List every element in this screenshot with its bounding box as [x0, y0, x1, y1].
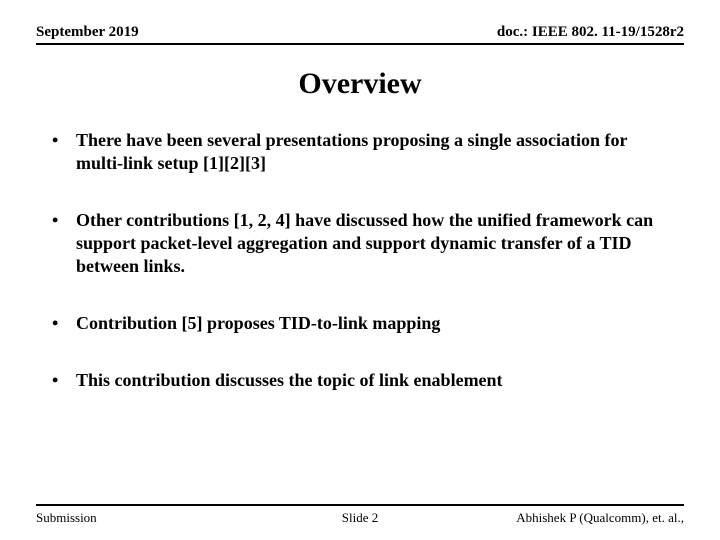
- header-doc-id: doc.: IEEE 802. 11-19/1528r2: [497, 24, 684, 41]
- header-date: September 2019: [36, 24, 139, 41]
- bullet-item: This contribution discusses the topic of…: [52, 369, 676, 392]
- footer-slide-number: Slide 2: [342, 510, 378, 526]
- footer-rule: [36, 504, 684, 506]
- footer: Submission Slide 2 Abhishek P (Qualcomm)…: [36, 510, 684, 526]
- footer-author: Abhishek P (Qualcomm), et. al.,: [516, 510, 684, 526]
- bullet-item: Other contributions [1, 2, 4] have discu…: [52, 209, 676, 278]
- page-title: Overview: [36, 67, 684, 101]
- bullet-item: There have been several presentations pr…: [52, 129, 676, 175]
- header: September 2019 doc.: IEEE 802. 11-19/152…: [36, 24, 684, 45]
- bullet-list: There have been several presentations pr…: [52, 129, 676, 392]
- bullet-item: Contribution [5] proposes TID-to-link ma…: [52, 312, 676, 335]
- footer-left: Submission: [36, 510, 97, 526]
- content-area: There have been several presentations pr…: [36, 129, 684, 392]
